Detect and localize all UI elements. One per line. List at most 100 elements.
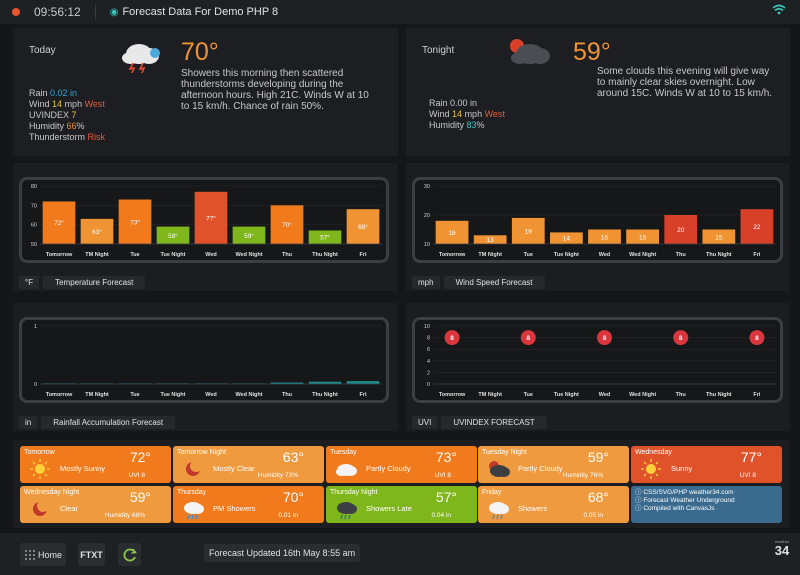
chart-footer: in Rainfall Accumulation Forecast (19, 416, 179, 429)
nightcloud-icon (489, 461, 510, 477)
today-panel: Today 70° Showers this morning then scat… (13, 28, 398, 156)
info-box: ⓘ CSS/SVG/PHP weather34.com ⓘ Forecast W… (631, 486, 782, 523)
moon-icon (186, 460, 202, 476)
today-temp: 70° (181, 38, 219, 66)
x-tick-label: Fri (753, 252, 761, 258)
bar (550, 232, 583, 244)
y-tick-label: 2 (427, 370, 430, 376)
bar (156, 226, 190, 244)
x-tick-label: Wed (599, 252, 611, 258)
forecast-temp: 59° (587, 449, 609, 465)
chart-unit: UVI (412, 416, 438, 429)
night-cloud-icon (510, 39, 550, 64)
ftxt-button[interactable]: FTXT (78, 543, 105, 566)
bar-label: 73° (130, 218, 140, 226)
location-pin-icon: ◉ (109, 6, 119, 18)
bar (118, 199, 152, 244)
y-tick-label: 30 (424, 184, 430, 190)
bar-label: 15 (601, 234, 609, 241)
forecast-extra: 0.05 in (583, 512, 603, 519)
x-tick-label: Tue Night (161, 252, 186, 258)
x-tick-label: Fri (753, 392, 761, 398)
forecast-card: Tomorrow Mostly Sunny 72° UVI 8 (20, 446, 171, 483)
bar-label: 20 (677, 227, 685, 234)
sun-icon (30, 459, 50, 479)
home-button[interactable]: Home (20, 543, 66, 566)
forecast-temp: 63° (282, 449, 304, 465)
today-label: Today (29, 45, 56, 56)
clock: 09:56:12 (34, 5, 81, 19)
forecast-day: Tomorrow (24, 449, 55, 456)
home-label: Home (37, 549, 62, 560)
bar-label: 70° (282, 221, 292, 229)
temperature-chart-panel: 50 60 70 80 Tomorrow 72° TM Night 63° Tue 73° Tue … (13, 163, 398, 291)
forecast-card: Tuesday Partly Cloudy 73° UVI 8 (326, 446, 477, 483)
bar-label: 77° (206, 214, 216, 222)
y-tick-label: 6 (427, 347, 430, 353)
uv-point (444, 330, 460, 346)
today-stats: Rain 0.02 in Wind 14 mph West UVINDEX 7 … (29, 88, 105, 143)
chart-title: Rainfall Accumulation Forecast (41, 416, 176, 429)
bar (194, 191, 228, 244)
forecast-card: Friday Showers 68° 0.05 in (478, 486, 629, 523)
forecast-temp: 73° (435, 449, 457, 465)
bar (308, 230, 342, 244)
forecast-day: Wednesday Night (24, 489, 80, 496)
y-tick-label: 10 (424, 242, 430, 248)
x-tick-label: Thu (282, 252, 292, 258)
y-tick-label: 0 (427, 382, 430, 388)
bar (473, 235, 507, 244)
forecast-condition: PM Showers (213, 504, 256, 513)
bar (346, 209, 380, 244)
info-line: ⓘ Compiled with CanvasJs (635, 505, 715, 512)
x-tick-label: TM Night (85, 392, 109, 398)
forecast-extra: UVI 8 (434, 472, 451, 479)
x-tick-label: Wed Night (235, 252, 262, 258)
forecast-card: Tomorrow Night Mostly Clear 63° Humidity 73… (173, 446, 324, 483)
bar (511, 217, 545, 244)
chart-title: Wind Speed Forecast (443, 276, 545, 289)
x-tick-label: Thu Night (312, 392, 338, 398)
x-tick-label: Wed Night (235, 392, 262, 398)
forecast-day: Tuesday (330, 449, 357, 456)
bar (702, 229, 736, 244)
y-tick-label: 50 (31, 242, 37, 248)
today-humidity: Humidity 66% (29, 121, 85, 131)
y-tick-label: 60 (31, 223, 37, 229)
forecast-condition: Mostly Sunny (60, 464, 106, 473)
refresh-button[interactable] (118, 543, 141, 566)
uv-point (749, 330, 765, 346)
x-tick-label: Thu Night (706, 252, 732, 258)
forecast-condition: Sunny (671, 464, 693, 473)
forecast-day: Tuesday Night (482, 449, 527, 456)
cloud-icon (336, 464, 357, 476)
forecast-extra: Humidity 73% (257, 472, 298, 479)
x-tick-label: Tue Night (554, 252, 579, 258)
bar-label: 18 (448, 230, 456, 237)
x-tick-label: Tue Night (554, 392, 579, 398)
forecast-day: Thursday (177, 489, 207, 496)
x-tick-label: Thu (282, 392, 292, 398)
bar (308, 381, 342, 384)
x-tick-label: Tue (130, 392, 139, 398)
chart-footer: mph Wind Speed Forecast (412, 276, 549, 289)
forecast-day: Thursday Night (330, 489, 378, 496)
temperature-chart: 50 60 70 80 Tomorrow 72° TM Night 63° Tue 73° Tue … (31, 184, 382, 258)
uvindex-chart-panel: 0 2 4 6 8 10 Tomorrow 8 TM Night Tue 8 Tue Night Wed… (406, 303, 790, 431)
bar (435, 220, 469, 244)
rainfall-chart: 0 1 Tomorrow TM Night Tue Tue Night Wed Wed Nig… (34, 324, 382, 398)
bar-label: 59° (168, 232, 178, 240)
x-tick-label: Fri (359, 392, 367, 398)
forecast-extra: 0.04 in (431, 512, 451, 519)
bar-label: 63° (92, 228, 102, 236)
wind-chart-panel: 10 20 30 Tomorrow 18 TM Night 13 Tue 19 Tue Night… (406, 163, 790, 291)
point-label: 8 (679, 335, 683, 342)
forecast-extra: 0.01 in (278, 512, 298, 519)
forecast-extra: UVI 8 (128, 472, 145, 479)
y-tick-label: 8 (427, 336, 430, 342)
forecast-temp: 57° (435, 489, 457, 505)
logo-number: 34 (774, 543, 790, 558)
bar (270, 205, 304, 244)
today-thunderstorm: Thunderstorm Risk (29, 132, 106, 142)
x-tick-label: Tomorrow (46, 392, 73, 398)
